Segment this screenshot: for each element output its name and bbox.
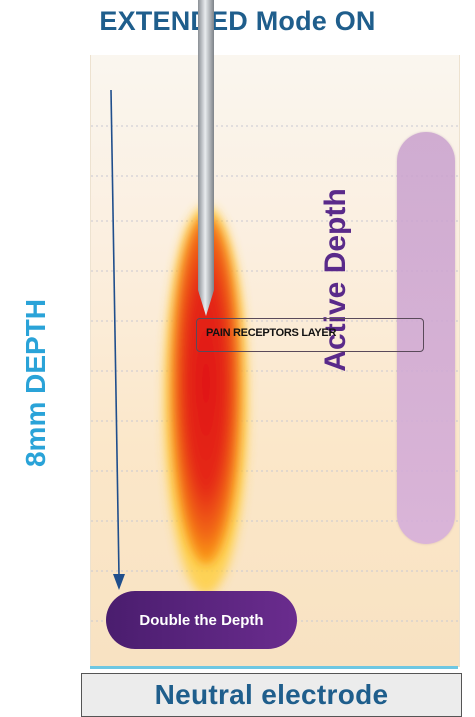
pain-receptors-layer: PAIN RECEPTORS LAYER <box>196 318 424 352</box>
heat-zone-core <box>171 215 241 565</box>
neutral-electrode: Neutral electrode <box>81 673 462 717</box>
mode-title: EXTENDED Mode ON <box>99 6 376 36</box>
pain-receptors-label: PAIN RECEPTORS LAYER <box>206 327 337 339</box>
tissue-panel <box>90 55 460 667</box>
electrode-label: Neutral electrode <box>154 679 389 710</box>
depth-arrow-icon <box>110 89 125 590</box>
double-depth-badge: Double the Depth <box>106 591 297 649</box>
active-depth-bar <box>397 132 455 544</box>
electrode-line <box>90 666 458 669</box>
needle-icon <box>198 0 214 316</box>
